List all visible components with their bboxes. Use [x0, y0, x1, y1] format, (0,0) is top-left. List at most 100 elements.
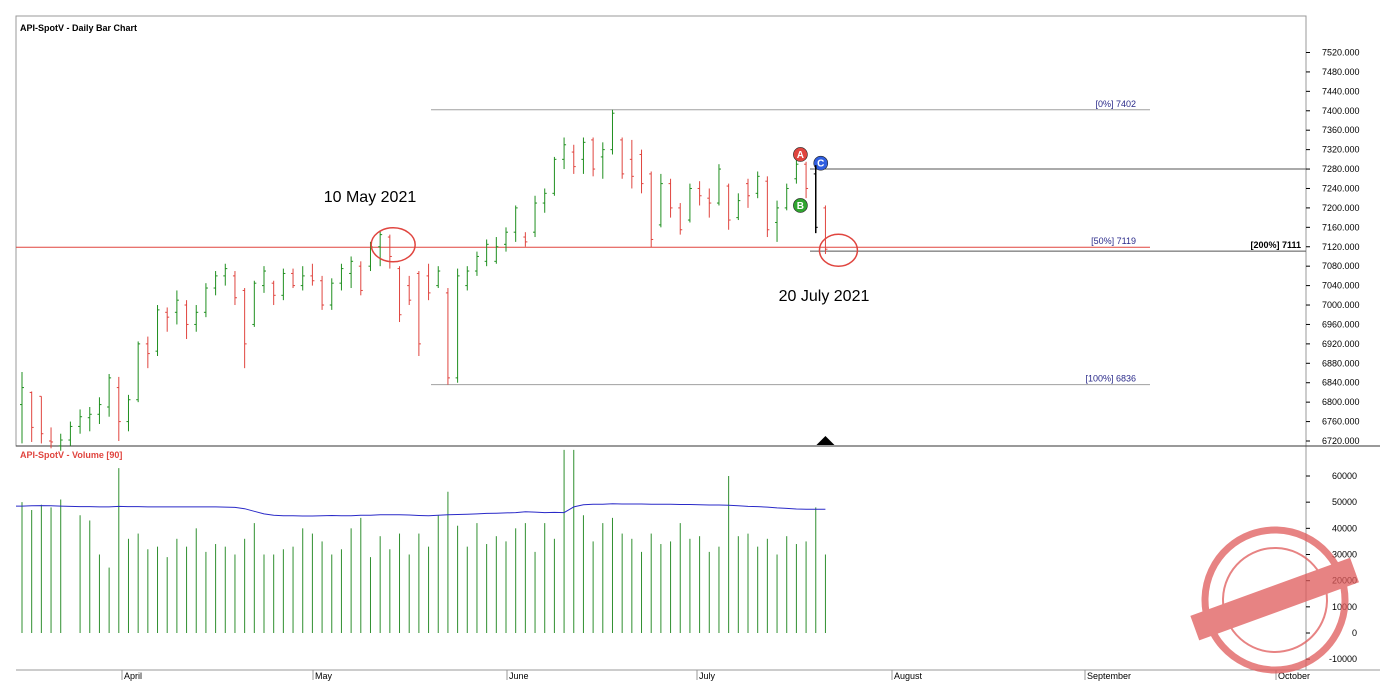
price-bar: [600, 142, 605, 179]
highlight-ellipse-july: [818, 233, 859, 267]
price-bar: [126, 394, 131, 432]
wave-marker-text: A: [797, 150, 804, 161]
price-chart-title: API-SpotV - Daily Bar Chart: [20, 23, 137, 33]
stamp-band: [1190, 557, 1359, 641]
price-bar: [629, 139, 634, 189]
price-tick-label: 7400.000: [1322, 106, 1360, 116]
month-label: June: [509, 671, 529, 681]
price-bar: [20, 372, 24, 444]
price-bar: [591, 137, 596, 177]
highlight-ellipse-may: [370, 227, 416, 263]
current-bar-marker: [816, 436, 835, 445]
price-bar: [552, 156, 557, 196]
volume-tick-label: -10000: [1329, 654, 1357, 664]
wave-marker: [793, 198, 808, 213]
price-tick-label: 7080.000: [1322, 261, 1360, 271]
projection-label: [200%] 7111: [1250, 240, 1301, 250]
price-bar: [300, 266, 305, 291]
price-bar: [455, 268, 460, 383]
price-bar: [474, 251, 479, 276]
wave-marker: [793, 147, 808, 162]
volume-moving-average-line: [16, 503, 826, 517]
price-tick-label: 7440.000: [1322, 86, 1360, 96]
price-bar: [716, 164, 721, 206]
price-bar: [726, 183, 731, 230]
price-bar: [765, 176, 770, 238]
price-tick-label: 7000.000: [1322, 300, 1360, 310]
price-bar: [649, 171, 654, 248]
volume-bars: [21, 449, 826, 633]
volume-tick-label: 30000: [1332, 550, 1357, 560]
price-tick-label: 7120.000: [1322, 242, 1360, 252]
price-bar: [397, 266, 402, 323]
price-bar: [736, 193, 741, 221]
annotations: 10 May 2021 20 July 2021 A B C: [324, 147, 870, 305]
price-bars: [20, 109, 828, 451]
month-label: April: [124, 671, 142, 681]
price-bar: [823, 205, 828, 255]
volume-tick-label: 60000: [1332, 471, 1357, 481]
price-bar: [775, 200, 780, 242]
price-bar: [116, 376, 121, 441]
price-bar: [542, 188, 547, 213]
price-bar: [174, 290, 179, 325]
price-tick-label: 6920.000: [1322, 339, 1360, 349]
fib-level-label: [0%] 7402: [1095, 99, 1136, 109]
price-tick-label: 6720.000: [1322, 436, 1360, 446]
price-bar: [203, 283, 208, 318]
price-bar: [232, 271, 237, 306]
price-bar: [349, 256, 354, 289]
price-bar: [707, 188, 712, 218]
price-bar: [223, 263, 228, 286]
price-bar: [136, 341, 141, 403]
price-bar: [639, 149, 644, 194]
wave-label-b: B: [793, 198, 808, 213]
price-tick-label: 6880.000: [1322, 358, 1360, 368]
price-bar: [107, 373, 112, 417]
price-bar: [436, 266, 441, 289]
price-bar: [271, 280, 276, 306]
price-bar: [513, 205, 518, 242]
price-bar: [620, 137, 625, 179]
month-label: October: [1278, 671, 1310, 681]
price-bar: [29, 391, 34, 442]
fibonacci-levels: [0%] 7402 [50%] 7119 [100%] 6836 [200%] 711…: [16, 99, 1306, 386]
volume-tick-label: 50000: [1332, 497, 1357, 507]
wave-marker-text: B: [797, 201, 804, 212]
fib-level-label: [50%] 7119: [1091, 236, 1136, 246]
price-tick-label: 7360.000: [1322, 125, 1360, 135]
price-bar: [484, 239, 489, 267]
price-bar: [97, 397, 102, 425]
price-bar: [426, 263, 431, 301]
price-bar: [697, 181, 702, 206]
price-tick-label: 6840.000: [1322, 378, 1360, 388]
price-bar: [262, 266, 266, 293]
month-label: May: [315, 671, 333, 681]
price-bar: [310, 263, 315, 286]
price-bar: [68, 421, 73, 446]
price-bar: [291, 268, 296, 289]
price-tick-label: 7200.000: [1322, 203, 1360, 213]
price-bar: [658, 173, 663, 228]
price-tick-label: 7320.000: [1322, 145, 1360, 155]
wave-marker: [813, 155, 829, 171]
price-bar: [533, 195, 538, 238]
annotation-20-july-2021: 20 July 2021: [779, 288, 870, 305]
price-bar: [687, 183, 692, 223]
price-bar: [194, 305, 199, 332]
price-bar: [320, 275, 325, 310]
price-tick-label: 7160.000: [1322, 222, 1360, 232]
price-bar: [581, 137, 586, 174]
month-label: July: [699, 671, 716, 681]
price-bar: [668, 178, 673, 218]
price-bar: [49, 427, 54, 449]
fib-level-label: [100%] 6836: [1085, 374, 1136, 384]
price-bar: [407, 275, 412, 306]
price-bar: [755, 171, 760, 199]
price-bar: [155, 305, 160, 357]
wave-label-a: A: [793, 147, 808, 162]
price-bar: [358, 261, 363, 296]
price-tick-label: 6800.000: [1322, 397, 1360, 407]
